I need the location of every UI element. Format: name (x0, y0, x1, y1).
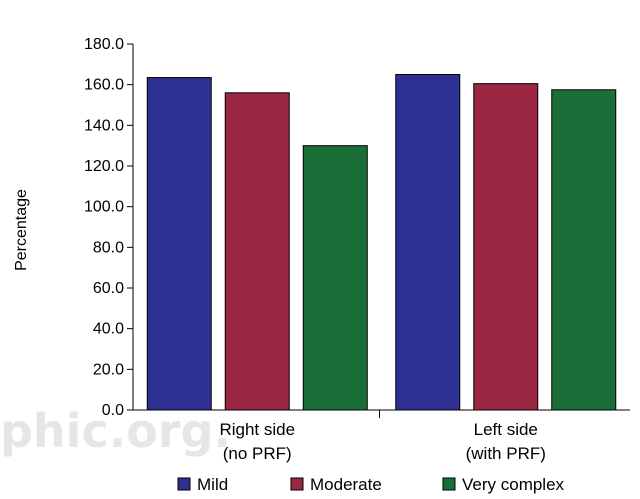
y-tick-label-8: 160.0 (84, 77, 124, 94)
watermark-text: phic.org. (0, 404, 231, 458)
bar-very-complex-1 (551, 89, 617, 411)
y-tick-label-3: 60.0 (93, 280, 124, 297)
bar-moderate-1 (473, 83, 539, 411)
bar-very-complex-0 (302, 145, 368, 411)
plot-area: 0.0 20.0 40.0 60.0 80.0 100.0 120.0 140.0 160.0 1… (84, 36, 630, 463)
legend-label-mild: Mild (197, 475, 228, 494)
y-tick-label-9: 180.0 (84, 36, 124, 53)
legend-swatch-mild (177, 477, 191, 491)
legend-swatch-very-complex (442, 477, 456, 491)
y-tick-label-1: 20.0 (93, 361, 124, 378)
y-axis-title: Percentage (13, 189, 30, 271)
x-category-label-0-line2: (no PRF) (223, 444, 292, 463)
x-category-label-1-line2: (with PRF) (466, 444, 546, 463)
y-tick-label-5: 100.0 (84, 199, 124, 216)
legend-label-very-complex: Very complex (462, 475, 565, 494)
y-tick-label-7: 140.0 (84, 117, 124, 134)
y-tick-label-4: 80.0 (93, 239, 124, 256)
bar-moderate-0 (224, 92, 290, 411)
x-category-label-0-line1: Right side (219, 420, 295, 439)
bar-mild-0 (146, 77, 212, 411)
y-tick-label-6: 120.0 (84, 158, 124, 175)
bar-mild-1 (395, 74, 461, 411)
x-category-label-1-line1: Left side (474, 420, 538, 439)
legend-swatch-moderate (290, 477, 304, 491)
legend: Mild Moderate Very complex (177, 475, 565, 494)
legend-label-moderate: Moderate (310, 475, 382, 494)
y-tick-label-0: 0.0 (102, 402, 124, 419)
y-tick-label-2: 40.0 (93, 321, 124, 338)
